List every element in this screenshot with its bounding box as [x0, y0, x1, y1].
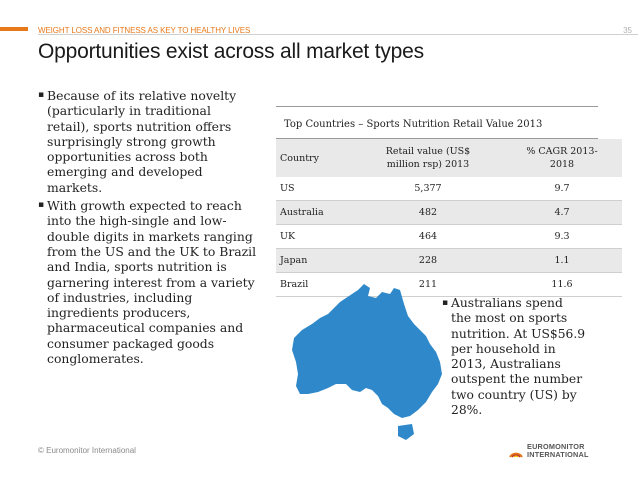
sports-nutrition-table: Top Countries – Sports Nutrition Retail … — [276, 106, 622, 297]
bullet-marker-icon: ▪ — [38, 200, 45, 211]
page-number: 35 — [623, 26, 632, 35]
cell-value: 464 — [354, 224, 502, 249]
page-title: Opportunities exist across all market ty… — [38, 40, 424, 63]
cell-country: Brazil — [276, 272, 354, 297]
logo-line: INTERNATIONAL — [527, 450, 589, 459]
cell-country: US — [276, 177, 354, 201]
australia-callout: ▪ Australians spend the most on sports n… — [442, 296, 592, 421]
header-cagr: % CAGR 2013- 2018 — [502, 139, 622, 177]
cell-cagr: 11.6 — [502, 272, 622, 297]
header-divider — [38, 34, 638, 35]
left-bullet-list: ▪ Because of its relative novelty (parti… — [38, 88, 263, 369]
callout-line: two country (US) by — [451, 387, 577, 402]
header-retail-value-line: million rsp) 2013 — [386, 159, 470, 170]
bullet-marker-icon: ▪ — [38, 90, 45, 100]
bullet-line: garnering interest from a variety — [47, 274, 255, 290]
section-kicker: WEIGHT LOSS AND FITNESS AS KEY TO HEALTH… — [38, 26, 251, 35]
header-retail-value-line: Retail value (US$ — [385, 146, 471, 157]
callout-line: outspent the number — [451, 372, 583, 387]
cell-value: 5,377 — [354, 177, 502, 201]
cell-country: UK — [276, 224, 354, 249]
bullet-line: of industries, including — [47, 289, 193, 305]
logo-line: EUROMONITOR — [527, 442, 585, 451]
cell-cagr: 9.3 — [502, 224, 622, 249]
cell-value: 211 — [354, 272, 502, 297]
logo-wordmark: EUROMONITOR INTERNATIONAL — [527, 443, 589, 459]
header-accent-bar — [0, 27, 28, 31]
bullet-line: and India, sports nutrition is — [47, 259, 227, 275]
euromonitor-logo: EUROMONITOR INTERNATIONAL — [508, 441, 613, 461]
copyright-footer: © Euromonitor International — [38, 446, 136, 455]
cell-cagr: 4.7 — [502, 200, 622, 225]
australia-map-icon — [292, 284, 442, 440]
bullet-line: consumer packaged goods — [47, 335, 215, 351]
table-header-row: Country Retail value (US$ million rsp) 2… — [276, 139, 622, 177]
table-title: Top Countries – Sports Nutrition Retail … — [276, 106, 598, 139]
bullet-line: pharmaceutical companies and — [47, 320, 244, 336]
callout-line: the most on sports — [451, 311, 568, 326]
cell-value: 482 — [354, 200, 502, 225]
bullet-line: opportunities across both — [47, 149, 208, 165]
table-row: Australia 482 4.7 — [276, 200, 622, 225]
bullet-line: With growth expected to reach — [47, 198, 242, 214]
bullet-line: Because of its relative novelty — [47, 88, 237, 103]
bullet-line: markets. — [47, 179, 103, 195]
header-country: Country — [276, 139, 354, 177]
cell-value: 228 — [354, 248, 502, 273]
bullet-marker-icon: ▪ — [442, 298, 449, 308]
bullet-line: into the high-single and low- — [47, 213, 227, 229]
table-row: UK 464 9.3 — [276, 224, 622, 249]
bullet-line: retail), sports nutrition offers — [47, 118, 232, 134]
logo-mark-icon — [509, 452, 523, 458]
callout-line: 2013, Australians — [451, 357, 561, 372]
bullet-line: conglomerates. — [47, 351, 144, 367]
bullet-item: ▪ Australians spend the most on sports n… — [442, 296, 592, 418]
bullet-item: ▪ Because of its relative novelty (parti… — [38, 88, 263, 195]
bullet-line: ingredients producers, — [47, 305, 191, 321]
callout-line: 28%. — [451, 403, 483, 418]
callout-line: Australians spend — [451, 296, 563, 310]
callout-line: nutrition. At US$56.9 — [451, 326, 586, 341]
bullet-line: emerging and developed — [47, 164, 203, 180]
table-row: Japan 228 1.1 — [276, 248, 622, 273]
bullet-line: double digits in markets ranging — [47, 228, 253, 244]
cell-cagr: 1.1 — [502, 248, 622, 273]
header-retail-value: Retail value (US$ million rsp) 2013 — [354, 139, 502, 177]
table-row: US 5,377 9.7 — [276, 177, 622, 201]
cell-country: Japan — [276, 248, 354, 273]
cell-cagr: 9.7 — [502, 177, 622, 201]
table-row: Brazil 211 11.6 — [276, 272, 622, 297]
bullet-line: (particularly in traditional — [47, 103, 211, 119]
header-cagr-line: 2018 — [549, 159, 575, 170]
bullet-item: ▪ With growth expected to reach into the… — [38, 198, 263, 366]
header-cagr-line: % CAGR 2013- — [526, 146, 598, 157]
bullet-line: surprisingly strong growth — [47, 133, 216, 149]
data-table: Country Retail value (US$ million rsp) 2… — [276, 139, 622, 297]
cell-country: Australia — [276, 200, 354, 225]
callout-line: per household in — [451, 341, 556, 356]
bullet-line: from the US and the UK to Brazil — [47, 243, 257, 259]
